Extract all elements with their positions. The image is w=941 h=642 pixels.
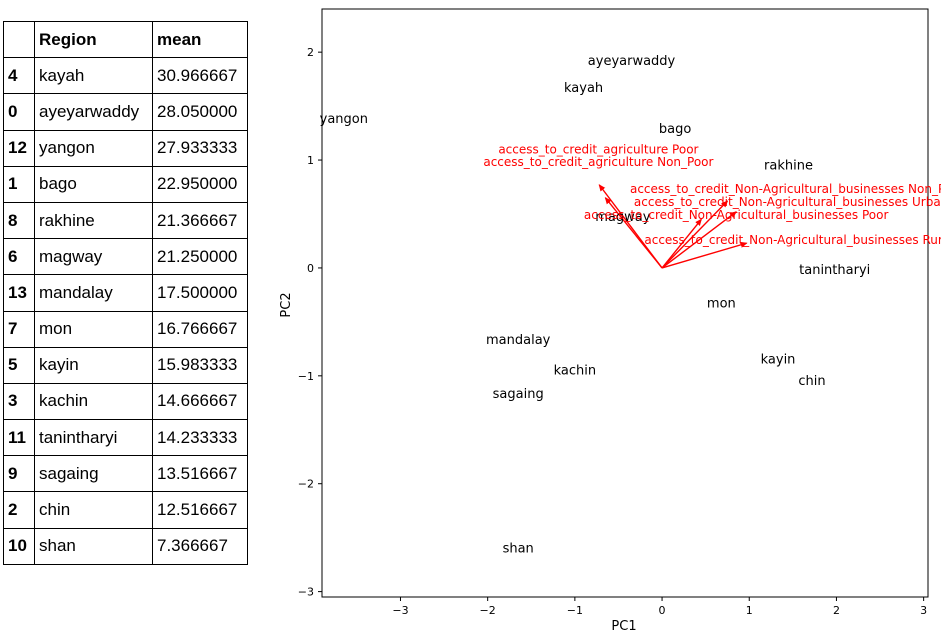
y-tick-label: −3 (298, 586, 314, 599)
y-tick-label: −2 (298, 478, 314, 491)
table-row: 12 yangon 27.933333 (3, 129, 248, 167)
table-row: 5 kayin 15.983333 (3, 346, 248, 384)
region-cell: kayin (34, 346, 153, 384)
table-row: 2 chin 12.516667 (3, 491, 248, 529)
region-cell: mandalay (34, 274, 153, 312)
point-label: kachin (554, 363, 597, 378)
mean-cell: 14.666667 (152, 382, 248, 421)
point-label: mon (707, 297, 736, 312)
region-cell: bago (34, 165, 153, 203)
loading-label: access_to_credit_Non-Agricultural_busine… (634, 195, 941, 209)
region-mean-table: Region mean 4 kayah 30.966667 0 ayeyarwaddy 2… (3, 20, 248, 565)
x-tick-label: −1 (567, 604, 583, 617)
x-tick-label: −3 (392, 604, 408, 617)
mean-cell: 12.516667 (152, 491, 248, 529)
loading-arrow (604, 197, 663, 269)
mean-cell: 7.366667 (152, 527, 248, 565)
mean-cell: 21.250000 (152, 238, 248, 276)
table-row: 11 tanintharyi 14.233333 (3, 419, 248, 457)
row-index-cell: 6 (3, 238, 35, 276)
mean-cell: 13.516667 (152, 455, 248, 493)
table-header-row: Region mean (3, 20, 248, 59)
point-labels: ayeyarwaddy kayah yangon bago rakhine magway t… (320, 54, 871, 557)
point-label: bago (659, 122, 691, 137)
y-tick-label: −1 (298, 370, 314, 383)
table-row: 10 shan 7.366667 (3, 527, 248, 565)
point-label: ayeyarwaddy (588, 54, 676, 69)
point-label: kayin (761, 353, 796, 368)
loading-arrow (661, 211, 737, 269)
index-header (3, 20, 35, 59)
loading-arrows (598, 184, 748, 269)
loading-label: access_to_credit_Non-Agricultural_busine… (644, 233, 941, 247)
loading-arrow (661, 218, 702, 269)
region-cell: sagaing (34, 455, 153, 493)
mean-cell: 28.050000 (152, 93, 248, 131)
table-row: 1 bago 22.950000 (3, 165, 248, 203)
table-row: 9 sagaing 13.516667 (3, 455, 248, 493)
loading-label: access_to_credit_agriculture Non_Poor (483, 155, 713, 169)
mean-cell: 17.500000 (152, 274, 248, 312)
point-label: yangon (320, 112, 368, 127)
mean-cell: 30.966667 (152, 57, 248, 95)
y-axis-label: PC2 (279, 292, 294, 317)
x-tick-label: 2 (833, 604, 840, 617)
point-label: mandalay (486, 333, 551, 348)
mean-cell: 15.983333 (152, 346, 248, 384)
mean-cell: 14.233333 (152, 419, 248, 457)
y-tick-label: 0 (307, 262, 314, 275)
mean-cell: 22.950000 (152, 165, 248, 203)
point-label: tanintharyi (799, 263, 870, 278)
region-header: Region (34, 20, 153, 59)
region-cell: ayeyarwaddy (34, 93, 153, 131)
row-index-cell: 3 (3, 382, 35, 421)
x-axis-label: PC1 (611, 619, 636, 634)
loading-labels: access_to_credit_agriculture Pooraccess_… (483, 142, 941, 247)
x-tick-label: 1 (746, 604, 753, 617)
mean-cell: 21.366667 (152, 201, 248, 240)
y-tick-label: 1 (307, 154, 314, 167)
row-index-cell: 10 (3, 527, 35, 565)
loading-label: access_to_credit_agriculture Poor (498, 142, 698, 156)
region-cell: shan (34, 527, 153, 565)
point-label: magway (595, 210, 650, 225)
row-index-cell: 7 (3, 310, 35, 348)
row-index-cell: 12 (3, 129, 35, 167)
x-tick-label: 0 (659, 604, 666, 617)
region-cell: rakhine (34, 201, 153, 240)
row-index-cell: 8 (3, 201, 35, 240)
loading-label: access_to_credit_Non-Agricultural_busine… (584, 208, 889, 222)
row-index-cell: 4 (3, 57, 35, 95)
table-row: 3 kachin 14.666667 (3, 382, 248, 421)
x-tick-label: 3 (920, 604, 927, 617)
loading-label: access_to_credit_Non-Agricultural_busine… (630, 182, 941, 196)
table-row: 6 magway 21.250000 (3, 238, 248, 276)
axes: −3 −2 −1 0 1 2 3 −3 −2 −1 0 1 2 (298, 8, 929, 617)
y-tick-label: 2 (307, 46, 314, 59)
loading-arrow (661, 241, 748, 269)
loading-arrow (661, 200, 729, 269)
point-label: sagaing (493, 387, 544, 402)
dataframe-table-container: Region mean 4 kayah 30.966667 0 ayeyarwaddy 2… (3, 20, 248, 565)
table-row: 7 mon 16.766667 (3, 310, 248, 348)
plot-frame (321, 8, 929, 598)
table-row: 0 ayeyarwaddy 28.050000 (3, 93, 248, 131)
row-index-cell: 9 (3, 455, 35, 493)
row-index-cell: 13 (3, 274, 35, 312)
region-cell: yangon (34, 129, 153, 167)
point-label: chin (798, 374, 825, 389)
region-cell: chin (34, 491, 153, 529)
x-tick-label: −2 (480, 604, 496, 617)
point-label: rakhine (764, 158, 813, 173)
point-label: kayah (564, 81, 603, 96)
mean-cell: 27.933333 (152, 129, 248, 167)
mean-header: mean (152, 20, 248, 59)
table-row: 13 mandalay 17.500000 (3, 274, 248, 312)
table-row: 8 rakhine 21.366667 (3, 201, 248, 240)
point-label: shan (503, 541, 534, 556)
